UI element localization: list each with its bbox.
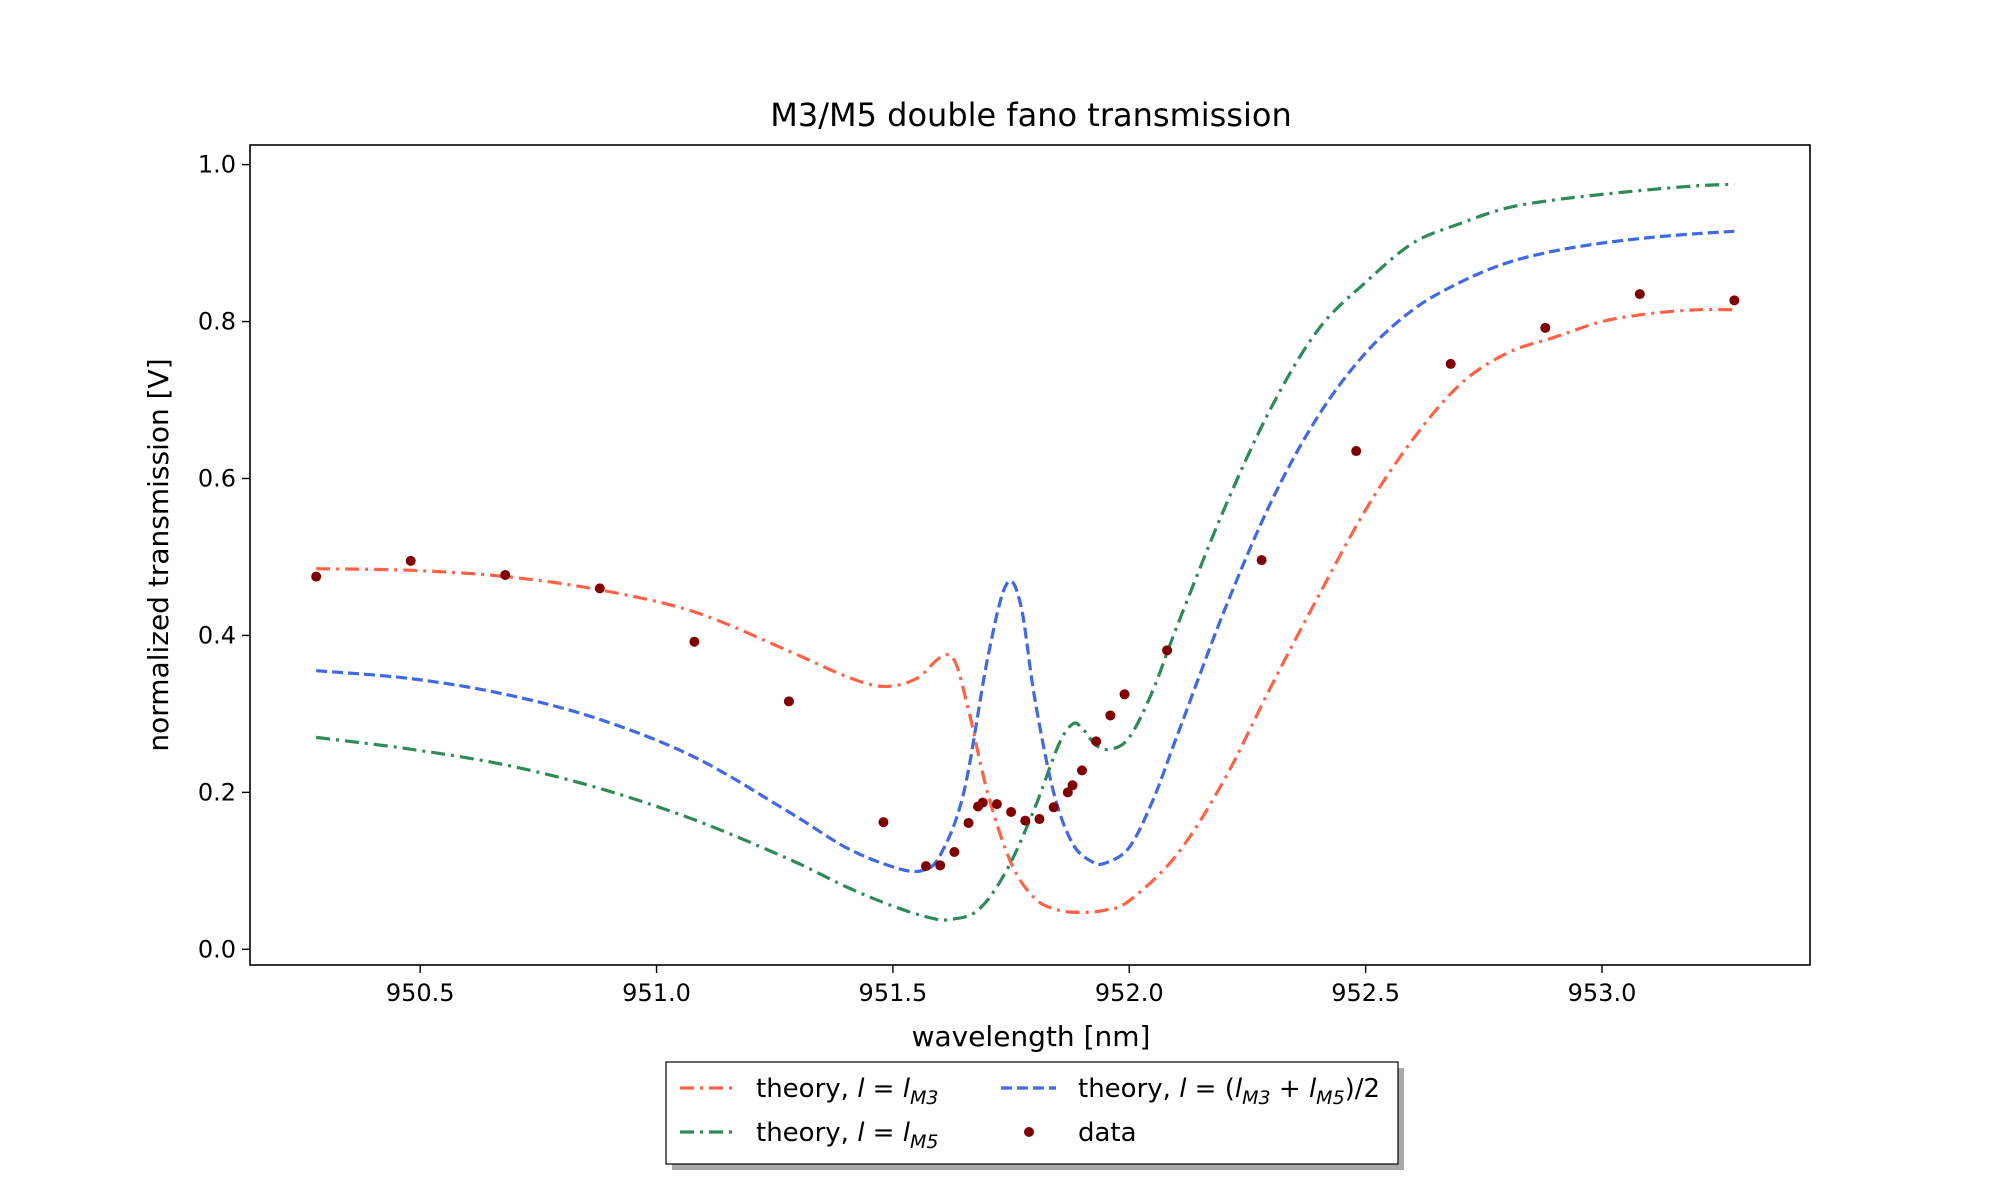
legend-avg-tail: )/2 — [1345, 1074, 1380, 1104]
plot-area — [249, 144, 1811, 966]
axes-frame — [249, 144, 1811, 966]
x-tick-label: 953.0 — [1568, 979, 1637, 1007]
data-point — [1077, 765, 1087, 776]
legend-label-data: data — [1078, 1118, 1137, 1148]
y-tick-label: 0.6 — [198, 464, 236, 492]
legend-avg-var: l — [1179, 1074, 1187, 1104]
data-point — [1540, 322, 1551, 333]
legend-avg-sub1: M3 — [1242, 1087, 1270, 1109]
legend-m5-rhs: l — [903, 1118, 911, 1148]
data-point — [949, 847, 960, 858]
x-axis-label: wavelength [nm] — [912, 1020, 1151, 1053]
data-point — [935, 860, 946, 871]
data-point — [878, 817, 889, 828]
legend-avg-sub2: M5 — [1316, 1087, 1344, 1109]
x-tick-label: 952.5 — [1331, 979, 1400, 1007]
data-point — [1048, 802, 1059, 813]
data-point — [783, 696, 794, 707]
legend-m3-var: l — [857, 1074, 865, 1104]
data-point — [594, 583, 605, 594]
x-tick-label: 952.0 — [1095, 979, 1164, 1007]
legend-avg-rhs: l — [1235, 1074, 1243, 1104]
legend-avg-plus: + — [1271, 1074, 1309, 1104]
data-point — [963, 817, 974, 828]
data-point — [1020, 815, 1031, 826]
legend-m5-eq: = — [864, 1118, 902, 1148]
y-axis-label: normalized transmission [V] — [142, 358, 175, 751]
legend-label-avg: theory, l = (lM3 + lM5)/2 — [1078, 1074, 1380, 1109]
legend-m5-var: l — [857, 1118, 865, 1148]
data-point — [1105, 710, 1116, 721]
data-point — [991, 799, 1002, 810]
data-point — [1634, 289, 1645, 300]
data-point — [500, 570, 511, 581]
legend-avg-prefix: theory, — [1078, 1074, 1179, 1104]
data-point — [405, 555, 416, 566]
data-point — [1445, 358, 1456, 369]
x-tick-label: 951.0 — [622, 979, 691, 1007]
legend-m5-prefix: theory, — [756, 1118, 857, 1148]
data-point — [311, 571, 322, 582]
legend-avg-rhs2: l — [1309, 1074, 1317, 1104]
data-point — [689, 636, 700, 647]
legend-avg-eq: = ( — [1186, 1074, 1234, 1104]
y-tick-label: 0.4 — [198, 621, 236, 649]
series-line-m3 — [316, 307, 1735, 915]
series-line-m5 — [315, 182, 1735, 922]
data-point — [1091, 736, 1102, 747]
legend-box — [665, 1061, 1399, 1165]
legend-m5-sub: M5 — [910, 1131, 938, 1153]
y-tick-label: 1.0 — [198, 151, 236, 179]
legend-m3-sub: M3 — [910, 1087, 938, 1109]
data-point — [1162, 645, 1173, 656]
legend-label-m3: theory, l = lM3 — [756, 1074, 938, 1109]
legend: theory, l = lM3 theory, l = lM5 theory, … — [665, 1061, 1404, 1170]
chart-title: M3/M5 double fano transmission — [770, 96, 1291, 134]
data-point — [1119, 689, 1130, 700]
legend-m3-eq: = — [864, 1074, 902, 1104]
series-line-avg — [316, 229, 1735, 874]
x-tick-label: 951.5 — [859, 979, 928, 1007]
x-tick-label: 950.5 — [386, 979, 455, 1007]
data-point — [1067, 780, 1078, 791]
y-tick-label: 0.2 — [198, 778, 236, 806]
y-axis: 0.0 0.2 0.4 0.6 0.8 1.0 — [198, 151, 250, 963]
data-point — [977, 797, 988, 808]
data-point — [1729, 295, 1740, 306]
data-point — [921, 861, 931, 872]
legend-m3-rhs: l — [903, 1074, 911, 1104]
y-tick-label: 0.0 — [198, 935, 236, 963]
data-point — [1034, 814, 1045, 825]
legend-label-m5: theory, l = lM5 — [756, 1118, 938, 1153]
data-point — [1062, 787, 1073, 798]
data-point — [1006, 806, 1017, 817]
legend-m3-prefix: theory, — [756, 1074, 857, 1104]
data-point — [1256, 555, 1267, 566]
data-point — [1351, 446, 1362, 457]
series-layer — [311, 182, 1740, 922]
legend-swatch-data — [1024, 1127, 1034, 1137]
x-axis: 950.5 951.0 951.5 952.0 952.5 953.0 — [386, 965, 1637, 1007]
y-tick-label: 0.8 — [198, 308, 236, 336]
